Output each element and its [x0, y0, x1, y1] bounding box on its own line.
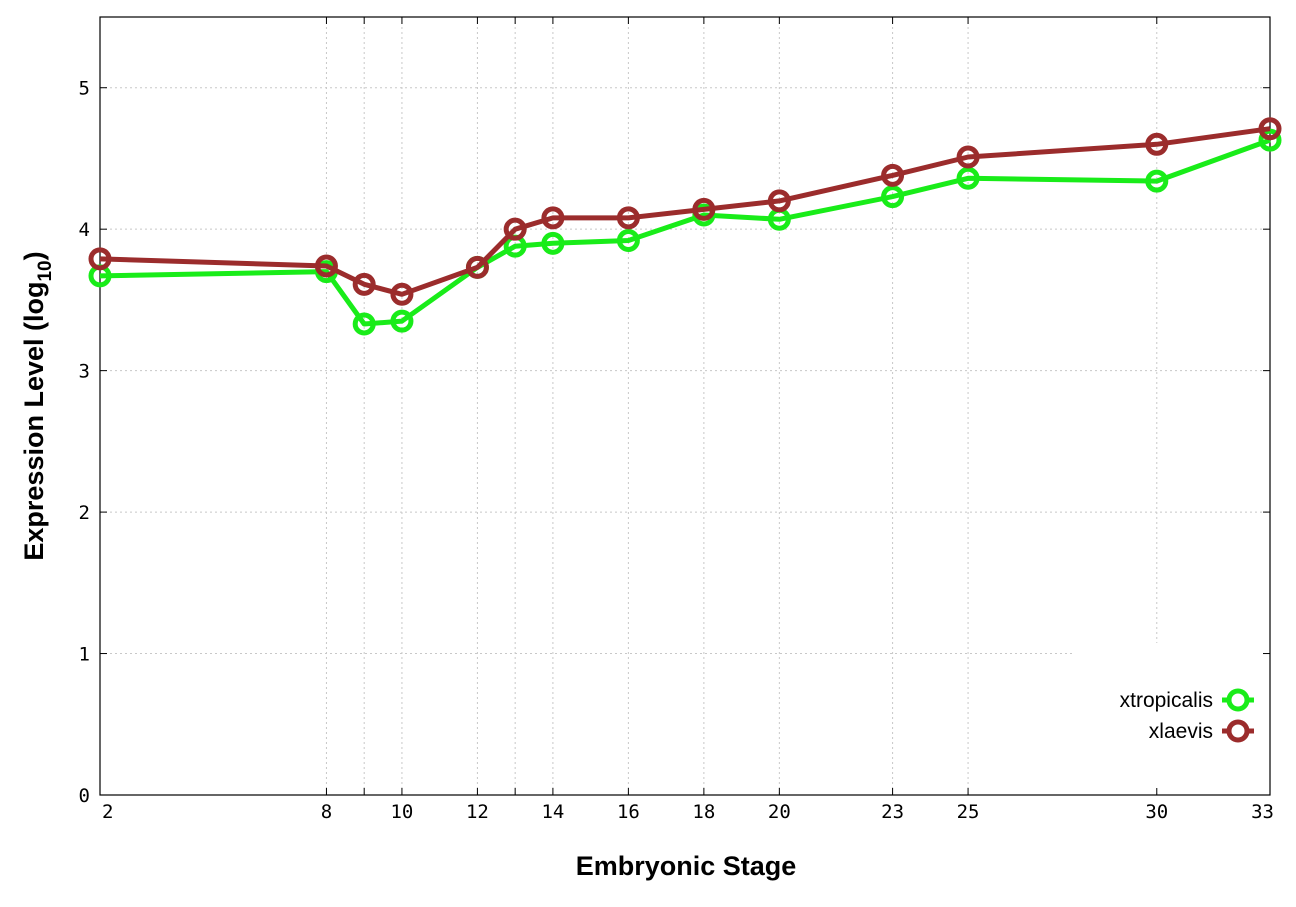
x-tick-label: 33 — [1251, 801, 1274, 823]
data-point-xlaevis — [352, 272, 376, 296]
x-tick-label: 2 — [102, 801, 113, 823]
y-tick-label: 0 — [79, 785, 90, 807]
data-point-xlaevis — [1258, 117, 1282, 141]
x-tick-label: 14 — [541, 801, 564, 823]
data-point-xlaevis — [1145, 132, 1169, 156]
x-tick-label: 12 — [466, 801, 489, 823]
data-point-xlaevis — [465, 255, 489, 279]
y-tick-label: 1 — [79, 644, 90, 666]
data-point-xtropicalis — [1145, 169, 1169, 193]
series-group — [88, 117, 1282, 336]
x-tick-label: 20 — [768, 801, 791, 823]
y-tick-label: 4 — [79, 219, 90, 241]
data-point-xlaevis — [541, 206, 565, 230]
series-line-xlaevis — [99, 126, 1271, 297]
data-point-xtropicalis — [352, 312, 376, 336]
legend-label-xlaevis: xlaevis — [1149, 720, 1213, 743]
data-point-xlaevis — [88, 247, 112, 271]
y-tick-label: 2 — [79, 502, 90, 524]
data-point-xlaevis — [314, 254, 338, 278]
x-axis-title: Embryonic Stage — [576, 851, 797, 881]
series-line-xtropicalis — [99, 137, 1271, 327]
x-tick-label: 30 — [1145, 801, 1168, 823]
x-tick-label: 25 — [957, 801, 980, 823]
data-point-xlaevis — [616, 206, 640, 230]
y-axis-title: Expression Level (log10) — [19, 251, 56, 560]
data-point-xlaevis — [767, 189, 791, 213]
x-tick-label: 10 — [390, 801, 413, 823]
x-tick-label: 18 — [692, 801, 715, 823]
y-tick-label: 3 — [79, 361, 90, 383]
data-point-xtropicalis — [616, 228, 640, 252]
legend-marker-xlaevis — [1226, 719, 1250, 743]
data-point-xlaevis — [956, 145, 980, 169]
x-tick-label: 23 — [881, 801, 904, 823]
legend-marker-xtropicalis — [1226, 688, 1250, 712]
data-point-xlaevis — [390, 282, 414, 306]
legend-background — [1072, 643, 1268, 793]
y-axis-title-close: ) — [19, 251, 49, 260]
plot-frame — [99, 16, 1271, 796]
data-point-xtropicalis — [541, 231, 565, 255]
y-tick-label: 5 — [79, 78, 90, 100]
y-axis-title-subscript: 10 — [35, 260, 56, 281]
legend: xtropicalis xlaevis — [1120, 688, 1254, 743]
data-point-xlaevis — [503, 217, 527, 241]
legend-box — [1072, 643, 1268, 793]
data-point-xtropicalis — [390, 309, 414, 333]
data-point-xlaevis — [692, 197, 716, 221]
axis-ticks — [99, 17, 1271, 796]
data-point-xlaevis — [881, 163, 905, 187]
data-point-xtropicalis — [881, 185, 905, 209]
x-tick-label: 16 — [617, 801, 640, 823]
x-tick-label: 8 — [321, 801, 332, 823]
y-axis-title-main: Expression Level (log — [19, 282, 49, 561]
data-point-xtropicalis — [956, 166, 980, 190]
legend-label-xtropicalis: xtropicalis — [1120, 689, 1213, 712]
